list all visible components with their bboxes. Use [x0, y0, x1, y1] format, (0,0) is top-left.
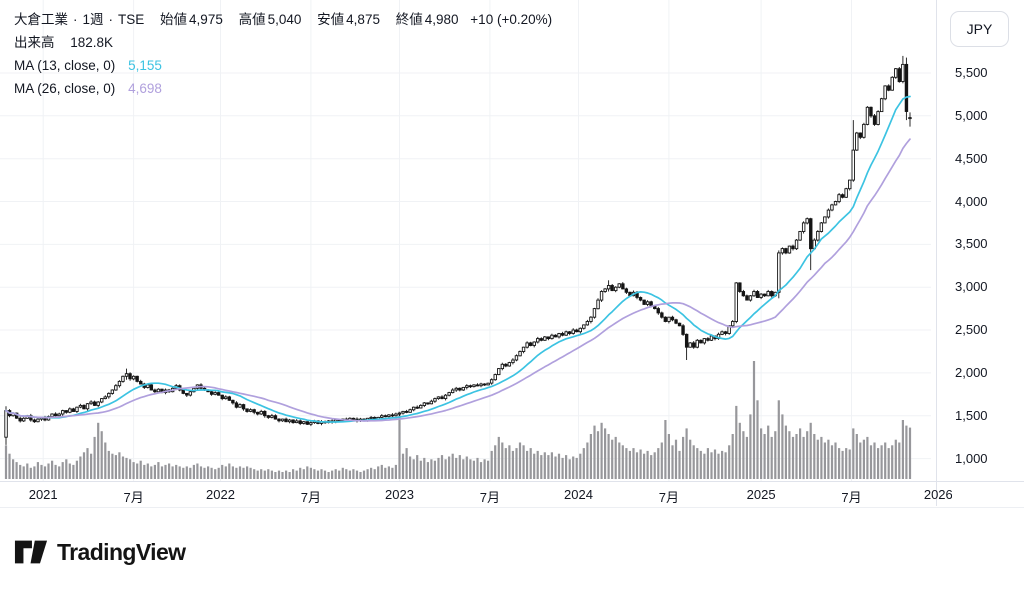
- currency-toggle-button[interactable]: JPY: [950, 11, 1009, 47]
- time-tick-label: 7月: [300, 490, 322, 505]
- ma26-value: 4,698: [128, 81, 162, 96]
- time-tick-label: 2024: [564, 487, 593, 502]
- tradingview-logo-link[interactable]: TradingView: [14, 537, 186, 567]
- chart-legend: 大倉工業 · 1週 · TSE 始値 4,975 高値 5,040 安値 4,875 終値 4,…: [14, 8, 552, 100]
- price-tick-label: 5,000: [955, 107, 988, 123]
- time-tick-label: 7月: [658, 490, 680, 505]
- time-tick-label: 2023: [385, 487, 414, 502]
- price-tick-label: 2,000: [955, 364, 988, 380]
- close-label: 終値: [395, 12, 423, 27]
- open-label: 始値: [160, 12, 188, 27]
- time-tick-label: 2026: [923, 487, 952, 502]
- time-tick-label: 2022: [206, 487, 235, 502]
- price-tick-label: 4,000: [955, 193, 988, 209]
- price-tick-label: 4,500: [955, 150, 988, 166]
- tradingview-logo-text: TradingView: [57, 538, 186, 565]
- price-tick-label: 2,500: [955, 322, 988, 338]
- interval-label: 1週: [82, 12, 104, 27]
- legend-ma26-row: MA (26, close, 0) 4,698: [14, 77, 552, 100]
- high-label: 高値: [238, 12, 266, 27]
- legend-volume-row: 出来高 182.8K: [14, 31, 552, 54]
- volume-label: 出来高: [14, 35, 55, 50]
- chart-pane[interactable]: 大倉工業 · 1週 · TSE 始値 4,975 高値 5,040 安値 4,875 終値 4,…: [0, 0, 931, 481]
- ma26-label: MA (26, close, 0): [14, 81, 116, 96]
- tradingview-logo-icon: [14, 540, 48, 564]
- low-value: 4,875: [346, 12, 380, 27]
- price-tick-label: 3,000: [955, 279, 988, 295]
- time-tick-label: 7月: [841, 490, 862, 505]
- legend-ma13-row: MA (13, close, 0) 5,155: [14, 54, 552, 77]
- legend-separator: ·: [73, 12, 78, 27]
- high-value: 5,040: [267, 12, 302, 27]
- price-tick-label: 1,500: [955, 407, 988, 423]
- time-axis-divider: [0, 481, 1024, 482]
- price-axis[interactable]: JPY 5,500 5,000 4,500 4,000 3,500 3,000 2,500 2…: [936, 0, 1024, 481]
- change-value: +10 (+0.20%): [470, 12, 553, 27]
- ma13-label: MA (13, close, 0): [14, 58, 116, 73]
- time-tick-label: 7月: [479, 490, 501, 505]
- legend-separator: ·: [108, 12, 114, 27]
- candlestick-chart: [0, 0, 931, 481]
- widget-bottom-divider: [0, 507, 1024, 508]
- symbol-title: 大倉工業: [14, 12, 68, 27]
- price-tick-label: 5,500: [955, 65, 988, 80]
- open-value: 4,975: [189, 12, 223, 27]
- legend-symbol-row: 大倉工業 · 1週 · TSE 始値 4,975 高値 5,040 安値 4,875 終値 4,…: [14, 8, 552, 31]
- price-axis-divider: [936, 0, 937, 506]
- price-tick-label: 3,500: [955, 236, 988, 252]
- exchange-label: TSE: [118, 12, 145, 27]
- price-tick-label: 1,000: [955, 450, 988, 466]
- time-tick-label: 2021: [28, 487, 58, 502]
- low-label: 安値: [317, 12, 345, 27]
- time-axis[interactable]: 2021 7月 2022 7月 2023 7月 2024 7月 2025 7月 2026: [0, 482, 952, 507]
- ma13-value: 5,155: [128, 58, 162, 73]
- time-tick-label: 2025: [746, 487, 776, 502]
- close-value: 4,980: [424, 12, 459, 27]
- time-tick-label: 7月: [123, 490, 144, 505]
- volume-value: 182.8K: [70, 35, 114, 50]
